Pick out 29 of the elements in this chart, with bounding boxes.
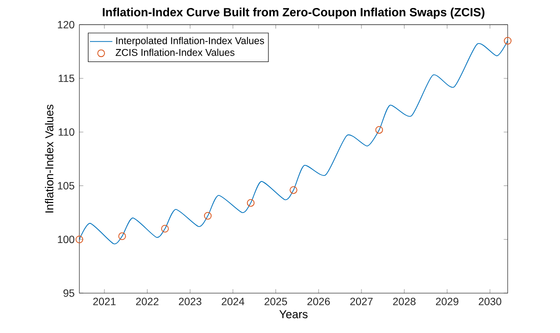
y-axis-title: Inflation-Index Values bbox=[44, 104, 54, 213]
point bbox=[246, 199, 255, 207]
point bbox=[290, 186, 298, 194]
legend-label: ZCIS Inflation-Index Values bbox=[116, 48, 234, 56]
x-tick-label: 2023 bbox=[178, 298, 202, 306]
x-tick-label: 2024 bbox=[222, 298, 244, 306]
y-tick-label: 100 bbox=[58, 236, 74, 244]
point bbox=[161, 225, 169, 233]
y-tick-label: 95 bbox=[64, 290, 74, 298]
x-axis-title: Years bbox=[279, 310, 308, 318]
chart-title: Inflation-Index Curve Built from Zero-Coupon Inflation Swaps (ZCIS) bbox=[102, 8, 484, 19]
y-tick-label: 115 bbox=[58, 74, 74, 82]
x-tick-label: 2029 bbox=[436, 298, 458, 306]
x-tick-label: 2025 bbox=[264, 298, 288, 306]
x-tick-label: 2028 bbox=[393, 298, 416, 306]
point bbox=[118, 232, 126, 240]
x-tick-label: 2026 bbox=[307, 298, 330, 306]
point bbox=[504, 37, 512, 45]
y-tick-label: 105 bbox=[58, 182, 74, 190]
point bbox=[204, 212, 212, 220]
x-tick-label: 2021 bbox=[93, 298, 116, 306]
x-tick-label: 2027 bbox=[350, 298, 373, 306]
y-tick-label: 120 bbox=[58, 21, 74, 29]
x-tick-label: 2022 bbox=[136, 298, 158, 306]
point bbox=[375, 126, 383, 134]
x-tick-label: 2030 bbox=[478, 298, 502, 306]
legend-label: Interpolated Inflation-Index Values bbox=[116, 37, 264, 46]
point bbox=[76, 236, 84, 244]
y-tick-label: 110 bbox=[58, 128, 74, 136]
